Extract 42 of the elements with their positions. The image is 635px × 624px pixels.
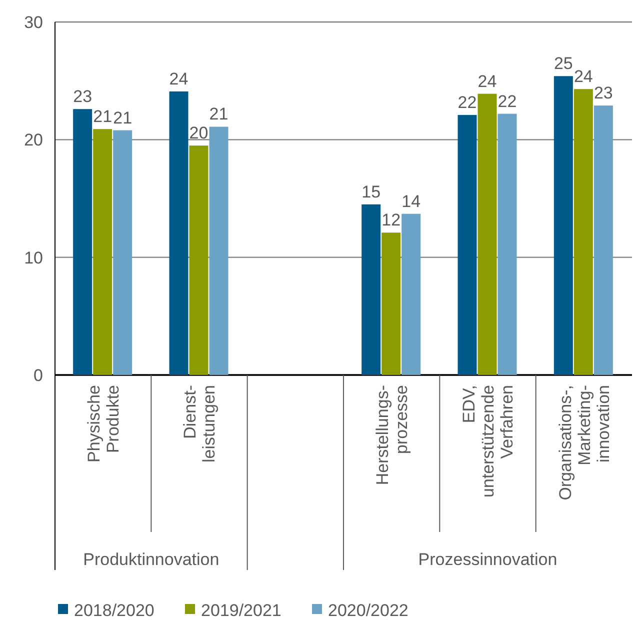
bar (458, 114, 477, 375)
data-label: 12 (382, 210, 401, 230)
bar (574, 89, 593, 375)
data-label: 22 (458, 92, 477, 112)
bar (594, 106, 613, 375)
legend-label: 2020/2022 (328, 600, 408, 620)
bar (402, 214, 421, 375)
x-tick-label: Physische Produkte (84, 385, 123, 462)
bar (93, 129, 112, 375)
x-tick-label: Dienst- leistungen (180, 385, 219, 463)
bar (189, 146, 208, 375)
bar (498, 114, 517, 375)
data-label: 22 (498, 92, 517, 111)
data-label: 24 (574, 67, 593, 86)
text: Prozessinnovation (418, 550, 558, 569)
bar (478, 94, 497, 375)
data-label: 20 (189, 124, 208, 143)
data-label: 21 (209, 104, 228, 124)
text: Produktinnovation (83, 550, 220, 569)
x-tick-label: Herstellungs- prozesse (373, 385, 412, 486)
y-tick-label: 10 (24, 248, 43, 268)
legend-label: 2019/2021 (201, 600, 282, 620)
legend-label: 2018/2020 (74, 600, 154, 620)
data-label: 21 (93, 107, 112, 126)
bar (169, 91, 188, 375)
y-tick-label: 20 (24, 130, 43, 150)
bar (554, 76, 573, 375)
data-label: 24 (169, 69, 188, 88)
data-label: 14 (402, 192, 421, 211)
y-tick-label: 30 (24, 12, 43, 32)
bar (113, 130, 132, 375)
data-label: 25 (554, 54, 573, 74)
data-label: 15 (362, 182, 381, 202)
data-label: 24 (478, 72, 497, 91)
bar (362, 204, 381, 375)
y-tick-label: 0 (34, 366, 43, 385)
data-label: 23 (73, 87, 92, 106)
bar (73, 109, 92, 375)
bar (209, 126, 228, 375)
data-label: 21 (113, 108, 132, 128)
data-label: 23 (594, 84, 613, 103)
bar (382, 232, 401, 375)
